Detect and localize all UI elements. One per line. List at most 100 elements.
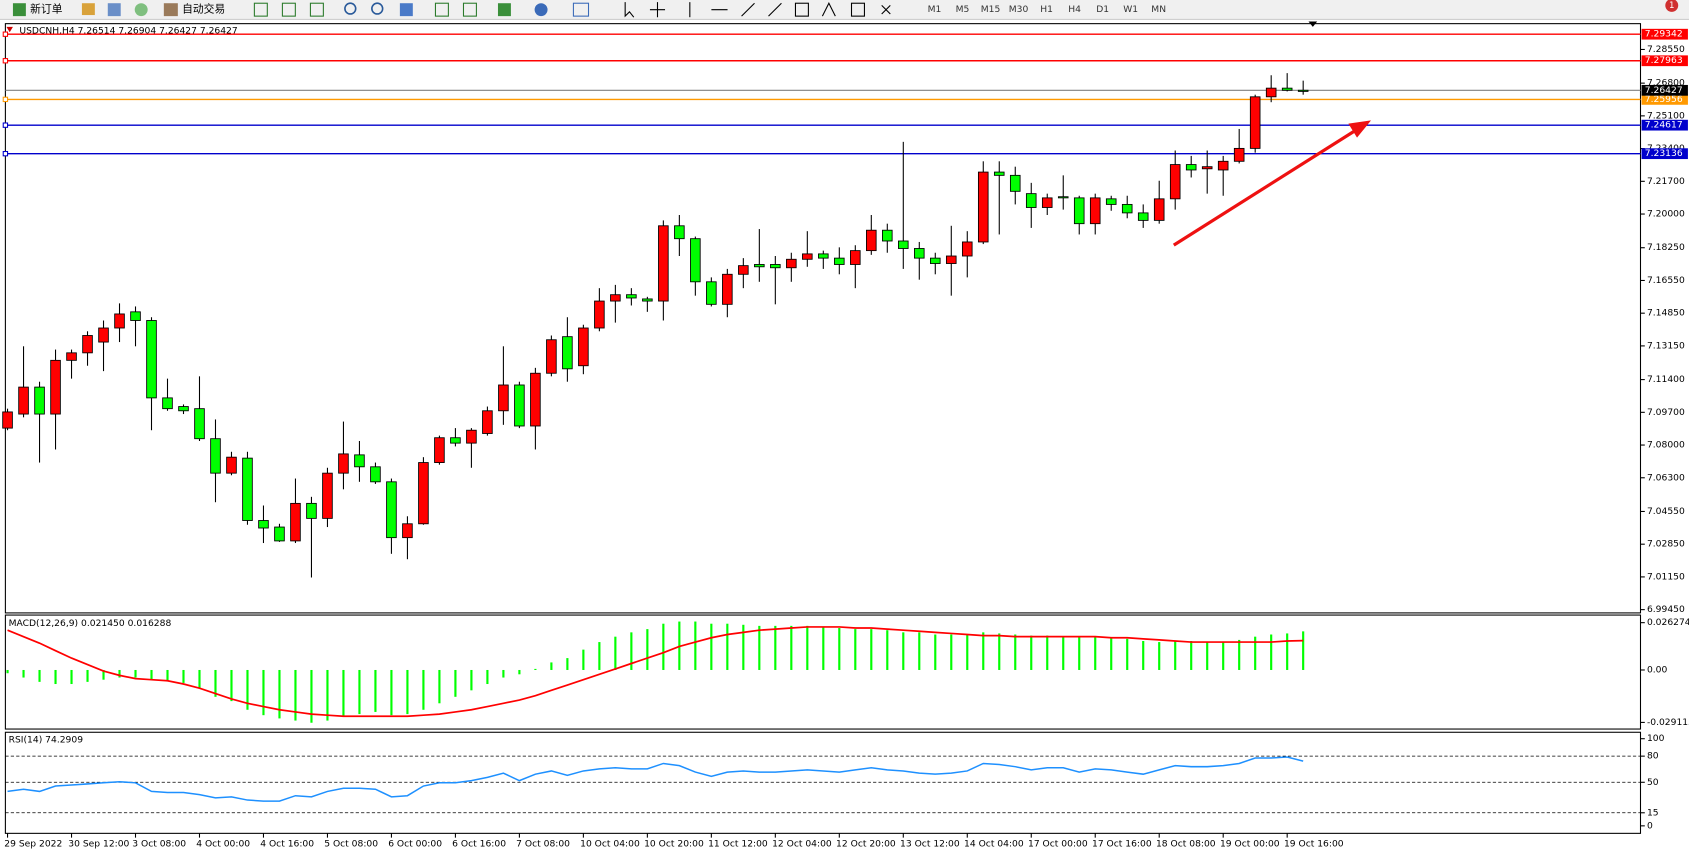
x-tick-label: 13 Oct 12:00	[900, 840, 960, 850]
y-tick-label: 7.14850	[1647, 309, 1685, 319]
candle-body	[114, 313, 125, 329]
arrows-tool[interactable]	[881, 4, 891, 15]
y-tick-label: 7.01150	[1647, 572, 1685, 582]
candle-body	[594, 300, 605, 329]
price-level-handle	[2, 31, 9, 37]
tool-icon[interactable]	[462, 2, 477, 17]
y-tick-label: 7.16550	[1647, 276, 1685, 286]
auto-trading[interactable]: 自动交易	[182, 3, 225, 16]
candle-body	[1169, 164, 1181, 200]
candle-body	[290, 502, 301, 542]
candle-body	[434, 437, 445, 463]
indicators[interactable]	[497, 3, 511, 17]
timeframe-button[interactable]: M15	[981, 5, 1001, 15]
price-level-tag	[1641, 94, 1688, 105]
y-tick-label: 80	[1647, 752, 1659, 762]
candle-body	[690, 238, 701, 283]
candle-body	[2, 411, 13, 429]
toolbar-bg	[0, 0, 1689, 20]
x-tick-label: 12 Oct 20:00	[836, 840, 896, 850]
templates[interactable]	[572, 2, 590, 17]
y-tick-label: 7.11400	[1647, 375, 1685, 385]
tool-icon[interactable]	[434, 2, 449, 17]
candle-body	[274, 526, 285, 542]
candle-body	[754, 264, 765, 268]
candle-body	[1041, 197, 1053, 208]
new-order-icon[interactable]	[12, 3, 26, 17]
y-tick-label: 7.04550	[1647, 507, 1685, 517]
candle-body	[418, 462, 429, 525]
timeframe-button[interactable]: M1	[928, 5, 942, 15]
x-tick-label: 10 Oct 04:00	[580, 840, 640, 850]
auto-trading-icon[interactable]	[163, 3, 178, 17]
y-tick-label: 0	[1647, 821, 1653, 831]
candle-body	[1185, 164, 1197, 171]
candle-body	[914, 248, 925, 259]
zoom-out[interactable]	[371, 2, 384, 15]
candle-body	[210, 438, 221, 474]
timeframe-button[interactable]: MN	[1151, 5, 1166, 15]
tool-icon[interactable]	[134, 3, 148, 17]
y-tick-label: 7.25100	[1647, 111, 1685, 121]
chart-title: USDCNH,H4 7.26514 7.26904 7.26427 7.2642…	[19, 27, 237, 37]
candle-body	[945, 255, 957, 264]
notification-badge[interactable]	[1665, 0, 1679, 12]
tool-icon[interactable]	[253, 2, 268, 17]
candle-body	[929, 257, 941, 264]
candle-body	[786, 258, 797, 269]
label-tool[interactable]	[850, 2, 865, 17]
candle-body	[34, 386, 45, 415]
tool-icon[interactable]	[309, 2, 324, 17]
candle-body	[450, 437, 461, 444]
new-order[interactable]: 新订单	[30, 3, 63, 16]
tool-icon[interactable]	[81, 3, 95, 16]
timeframe-button[interactable]: W1	[1123, 5, 1138, 15]
price-level-tag	[1641, 28, 1688, 40]
timeframe-button[interactable]: M30	[1009, 5, 1029, 15]
candle-body	[993, 171, 1005, 176]
last-price-label: 7.26427	[1645, 86, 1683, 96]
candle-body	[178, 406, 189, 412]
price-level-label: 7.24617	[1645, 121, 1683, 131]
zoom-in[interactable]	[344, 2, 357, 15]
candle-body	[226, 456, 237, 474]
candle-body	[466, 429, 477, 444]
tool-icon[interactable]	[281, 2, 296, 17]
main-panel-frame	[4, 23, 1642, 614]
y-tick-label: 7.02850	[1647, 540, 1685, 550]
timeframe-button[interactable]: H4	[1068, 5, 1081, 15]
tool-icon[interactable]	[399, 3, 413, 17]
timeframes: M1 M5 M15 M30 H1 H4 D1 W1 MN	[928, 5, 1166, 15]
crosshair-tool[interactable]	[649, 2, 666, 18]
periods[interactable]	[534, 3, 548, 17]
cursor-tool[interactable]	[624, 2, 635, 18]
x-tick-label: 12 Oct 04:00	[772, 840, 832, 850]
price-level-tag	[1641, 148, 1688, 160]
price-level-handle	[2, 150, 9, 157]
candle-body	[898, 240, 909, 249]
candle-body	[1137, 212, 1149, 221]
y-tick-label: 7.20000	[1647, 210, 1685, 220]
candle-body	[498, 384, 509, 412]
price-level-label: 7.23136	[1645, 149, 1683, 159]
timeframe-button[interactable]: D1	[1096, 5, 1109, 15]
toolbar: 新订单 自动交易 M1 M5 M15 M30 H1 H4 D1 W1 MN 1	[0, 0, 1689, 20]
candle-body	[162, 397, 173, 410]
x-tick-label: 6 Oct 16:00	[452, 840, 506, 850]
macd-panel-frame	[4, 614, 1642, 730]
trendline-tool[interactable]	[741, 2, 755, 17]
trend-arrow-head	[1348, 120, 1372, 138]
text-tool[interactable]	[821, 2, 836, 17]
candle-body	[1073, 197, 1085, 225]
y-tick-label: 7.21700	[1647, 177, 1685, 187]
candle-body	[738, 265, 749, 275]
timeframe-button[interactable]: H1	[1040, 5, 1053, 15]
timeframe-button[interactable]: M5	[956, 5, 970, 15]
tool-icon[interactable]	[107, 3, 121, 17]
fibo-tool[interactable]	[794, 2, 809, 17]
y-tick-label: 7.13150	[1647, 341, 1685, 351]
channel-tool[interactable]	[768, 2, 782, 17]
candle-body	[530, 372, 541, 427]
y-tick-label: 0.00	[1647, 665, 1668, 675]
